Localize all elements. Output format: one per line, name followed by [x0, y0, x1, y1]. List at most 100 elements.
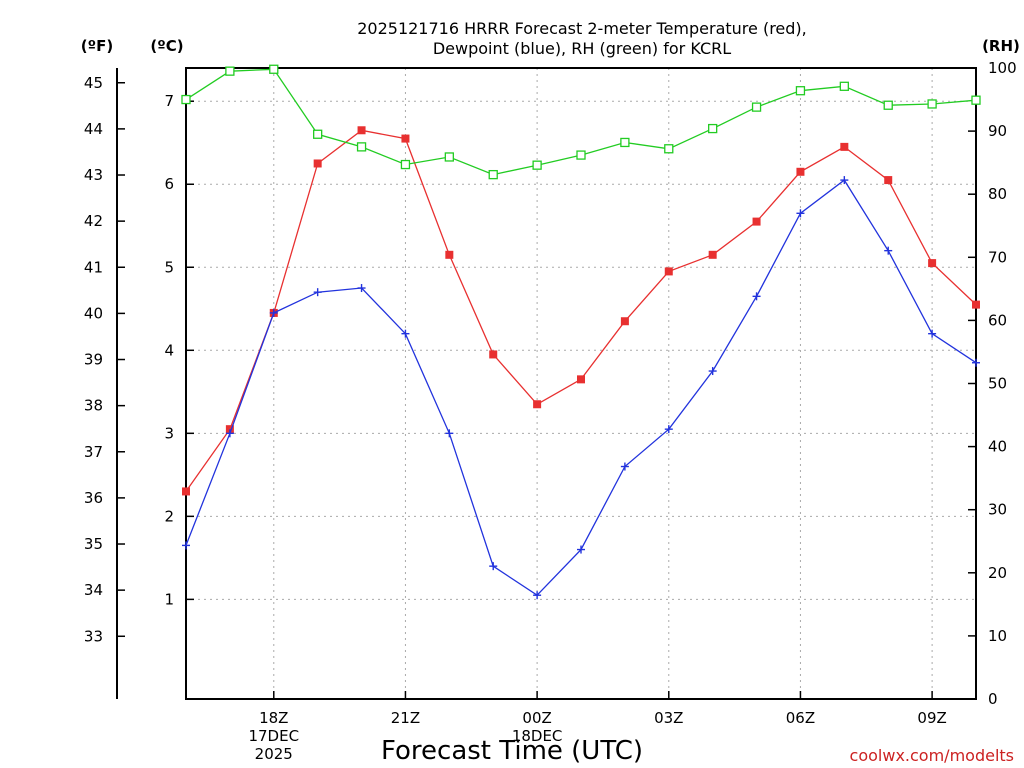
dewpoint-point — [357, 284, 366, 293]
rh-tick-label: 30 — [988, 501, 1007, 519]
temperature-point — [357, 126, 366, 135]
dewpoint-point — [401, 329, 410, 338]
x-tick-label: 18DEC — [512, 727, 563, 745]
dewpoint-point — [182, 541, 190, 550]
rh-point — [795, 86, 806, 96]
rh-point — [576, 150, 586, 160]
rh-point — [313, 129, 323, 139]
dewpoint-point — [884, 246, 893, 255]
rh-tick-label: 90 — [988, 122, 1007, 140]
celsius-tick-label: 7 — [164, 92, 174, 110]
rh-point — [927, 99, 937, 109]
chart-title-line-2: Dewpoint (blue), RH (green) for KCRL — [433, 39, 731, 58]
temperature-point — [577, 375, 585, 384]
fahrenheit-tick-label: 36 — [84, 489, 103, 507]
rh-point — [225, 66, 235, 76]
dewpoint-point — [225, 429, 234, 438]
rh-point — [400, 159, 411, 170]
fahrenheit-tick-label: 37 — [84, 443, 103, 461]
temperature-point — [401, 134, 410, 143]
dewpoint-point — [445, 429, 454, 438]
rh-tick-label: 0 — [988, 690, 998, 708]
rh-tick-label: 20 — [988, 564, 1007, 582]
fahrenheit-tick-label: 43 — [84, 166, 103, 184]
celsius-unit-label: (ºC) — [150, 37, 183, 55]
fahrenheit-tick-label: 34 — [84, 581, 103, 599]
grid-lines — [186, 68, 976, 699]
celsius-tick-label: 6 — [164, 175, 174, 193]
x-tick-label: 21Z — [391, 709, 420, 727]
fahrenheit-tick-label: 35 — [84, 535, 103, 553]
temperature-point — [796, 167, 805, 176]
temperature-point — [884, 176, 893, 185]
dewpoint-point — [489, 562, 498, 571]
rh-point — [839, 81, 849, 91]
x-tick-label: 2025 — [255, 745, 293, 763]
x-tick-label: 18Z — [259, 709, 288, 727]
celsius-tick-label: 5 — [164, 258, 174, 276]
fahrenheit-tick-label: 41 — [84, 258, 103, 276]
temperature-point — [840, 142, 849, 151]
rh-point — [751, 102, 762, 112]
chart-title-line-1: 2025121716 HRRR Forecast 2-meter Tempera… — [357, 19, 807, 38]
plot-frame — [185, 67, 977, 700]
temperature-point — [752, 217, 761, 226]
temperature-point — [313, 159, 322, 168]
dewpoint-point — [577, 545, 585, 554]
rh-tick-label: 80 — [988, 185, 1007, 203]
rh-tick-label: 10 — [988, 627, 1007, 645]
temperature-point — [664, 267, 673, 276]
rh-point — [532, 160, 542, 170]
fahrenheit-tick-label: 33 — [84, 627, 103, 645]
dewpoint-point — [928, 329, 937, 338]
x-tick-label: 06Z — [786, 709, 815, 727]
fahrenheit-tick-label: 44 — [84, 120, 103, 138]
rh-point — [181, 94, 191, 105]
rh-tick-label: 60 — [988, 311, 1007, 329]
dewpoint-point — [269, 308, 278, 317]
dewpoint-point — [664, 425, 673, 434]
dewpoint-point — [620, 462, 629, 471]
rh-tick-label: 70 — [988, 248, 1007, 266]
rh-point — [488, 169, 498, 180]
series-rh — [181, 64, 981, 180]
x-tick-label: 17DEC — [248, 727, 299, 745]
rh-point — [883, 100, 893, 110]
temperature-point — [489, 350, 498, 359]
rh-point — [444, 152, 454, 162]
temperature-point — [445, 250, 454, 259]
dewpoint-point — [708, 367, 717, 376]
fahrenheit-unit-label: (ºF) — [81, 37, 113, 55]
x-tick-label: 00Z — [522, 709, 551, 727]
fahrenheit-tick-label: 39 — [84, 351, 103, 369]
fahrenheit-tick-label: 38 — [84, 397, 103, 415]
rh-point — [356, 142, 367, 152]
rh-tick-label: 40 — [988, 438, 1007, 456]
celsius-tick-label: 4 — [164, 341, 174, 359]
temperature-point — [225, 425, 234, 434]
fahrenheit-tick-label: 42 — [84, 212, 103, 230]
temperature-point — [972, 300, 980, 309]
rh-point — [708, 123, 718, 134]
dewpoint-point — [796, 209, 805, 218]
rh-point — [664, 144, 674, 154]
rh-unit-label: (RH) — [982, 37, 1020, 55]
temperature-point — [708, 250, 717, 259]
dewpoint-point — [840, 176, 849, 185]
rh-tick-label: 100 — [988, 59, 1017, 77]
celsius-tick-label: 2 — [164, 507, 174, 525]
rh-point — [620, 137, 630, 148]
temperature-point — [182, 487, 190, 496]
data-series — [181, 64, 981, 600]
dewpoint-point — [752, 292, 761, 301]
dewpoint-line — [185, 179, 977, 597]
x-tick-label: 03Z — [654, 709, 683, 727]
series-dewpoint — [182, 176, 980, 600]
x-axis-title: Forecast Time (UTC) — [381, 736, 643, 766]
fahrenheit-tick-label: 40 — [84, 304, 103, 322]
rh-point — [269, 64, 279, 74]
dewpoint-point — [313, 288, 322, 297]
dewpoint-point — [533, 591, 542, 600]
temperature-point — [928, 259, 937, 268]
